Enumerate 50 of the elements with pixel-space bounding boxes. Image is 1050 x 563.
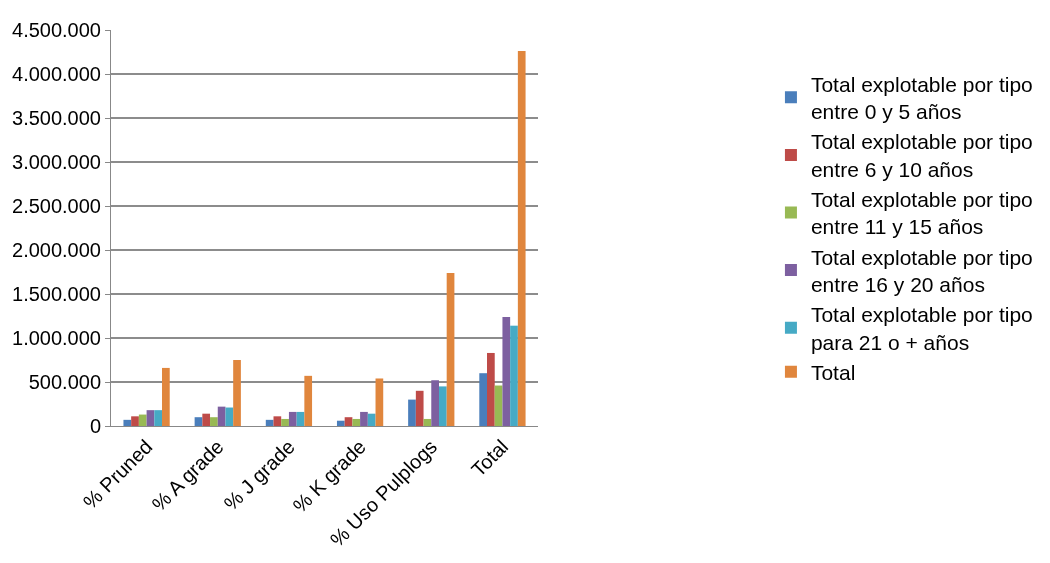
bar	[415, 390, 424, 426]
legend-label: Total explotable por tipo entre 11 y 15 años	[810, 188, 1033, 239]
legend-label: Total explotable por tipo entre 6 y 10 años	[810, 130, 1033, 181]
bar	[304, 375, 313, 426]
legend-label: Total	[810, 360, 856, 384]
bar	[138, 414, 147, 426]
bar	[517, 51, 526, 426]
bar	[375, 378, 384, 426]
y-tick-label: 2.000.000	[12, 239, 101, 261]
bar	[123, 419, 132, 426]
bar	[502, 316, 511, 426]
bar	[487, 352, 495, 426]
bar	[265, 419, 274, 426]
bar	[408, 399, 416, 426]
y-tick-label: 500.000	[28, 371, 101, 393]
bar	[344, 417, 353, 426]
bar	[360, 411, 368, 426]
y-tick-label: 2.500.000	[12, 195, 101, 217]
bar	[162, 367, 170, 426]
y-tick-label: 4.000.000	[12, 63, 101, 85]
bar	[446, 272, 455, 426]
y-tick-label: 3.500.000	[12, 107, 101, 129]
bar	[288, 411, 297, 426]
bar	[352, 418, 361, 426]
bar	[210, 417, 218, 426]
bar	[273, 416, 282, 426]
y-tick-label: 0	[89, 415, 101, 437]
bar	[296, 411, 305, 426]
bar	[367, 413, 376, 426]
bar	[510, 325, 518, 426]
legend-label: Total explotable por tipo entre 0 y 5 años	[810, 72, 1033, 124]
bar	[225, 407, 234, 426]
bar	[131, 416, 139, 426]
bar	[281, 418, 289, 426]
y-tick-label: 1.500.000	[12, 283, 101, 305]
legend-label: Total explotable por tipo entre 16 y 20 años	[810, 245, 1033, 296]
y-tick-label: 1.000.000	[12, 327, 101, 349]
bar	[194, 417, 203, 426]
y-tick-label: 4.500.000	[12, 19, 101, 41]
bar	[336, 420, 345, 426]
legend-label: Total explotable por tipo para 21 o + años	[810, 303, 1033, 354]
bar	[438, 386, 447, 426]
bar	[233, 360, 241, 426]
bar	[423, 418, 432, 426]
bar	[154, 410, 163, 426]
y-tick-label: 3.000.000	[12, 151, 101, 173]
bar	[146, 410, 155, 426]
bar	[479, 373, 488, 426]
bar	[431, 380, 439, 426]
bar	[202, 413, 211, 426]
